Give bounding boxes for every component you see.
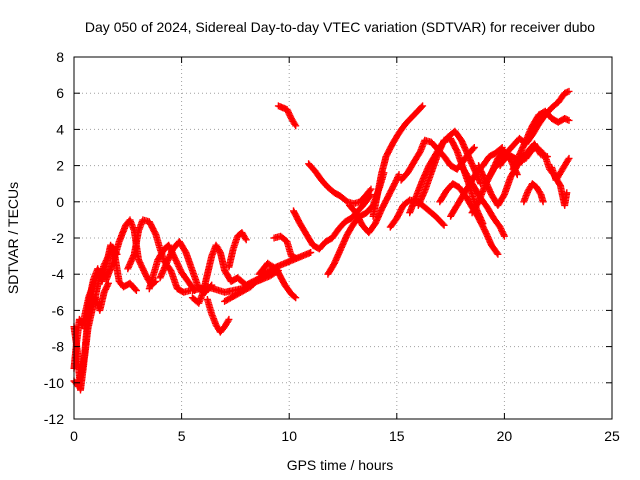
data-point [224,317,232,325]
data-point [470,144,478,151]
y-tick-label: 8 [56,49,64,65]
data-point [565,116,573,124]
x-tick-label: 15 [389,428,405,444]
data-point [307,249,315,256]
data-point [565,87,573,95]
x-tick-label: 5 [178,428,186,444]
data-point [104,279,112,287]
y-tick-label: -10 [44,375,64,391]
data-point [241,234,249,242]
y-tick-label: 4 [56,121,64,137]
data-point [494,250,502,258]
track-27 [457,162,508,240]
data-point [418,103,425,111]
y-tick-label: -2 [52,230,65,246]
data-point [292,294,300,302]
data-point [439,220,447,228]
data-point [104,281,112,289]
data-point [395,171,403,179]
x-axis-label: GPS time / hours [287,457,394,473]
track-17 [290,191,375,253]
y-tick-label: -4 [52,266,65,282]
y-tick-label: -6 [52,302,65,318]
data-point [367,185,375,193]
data-point [242,236,250,244]
track-15 [274,102,300,130]
x-tick-label: 20 [497,428,513,444]
data-point [419,102,427,110]
y-tick-label: 0 [56,194,64,210]
track-16 [270,232,300,262]
data-point [564,156,572,164]
x-tick-label: 0 [70,428,78,444]
x-tick-label: 10 [281,428,297,444]
track-26 [436,180,502,258]
track-35 [548,154,573,184]
axis-ticks [73,56,613,420]
data-point [493,249,501,257]
data-point [366,187,374,194]
track-32 [496,87,573,170]
y-tick-label: 6 [56,85,64,101]
track-10 [203,296,233,336]
data-point [563,189,571,197]
track-14 [255,259,300,302]
data-point [291,293,299,301]
data-point [152,277,160,285]
track-21 [369,102,427,220]
chart-title: Day 050 of 2024, Sidereal Day-to-day VTE… [85,19,595,35]
y-tick-label: 2 [56,158,64,174]
y-axis-label: SDTVAR / TECUs [5,182,21,294]
data-point [469,145,477,153]
data-point [394,172,402,180]
data-point [292,254,300,262]
data-point [440,221,448,229]
data-point [500,232,508,240]
y-tick-label: -12 [44,411,64,427]
tick-labels: 0 5 10 15 20 25 -12 -10 -8 -6 -4 -2 0 2 4 6 8 [44,49,620,444]
data-points [70,87,573,394]
data-point [565,154,573,162]
track-18 [305,160,375,208]
data-point [132,287,140,294]
track-34 [522,144,571,209]
y-tick-label: -8 [52,339,65,355]
x-tick-label: 25 [604,428,620,444]
track-36 [520,180,547,206]
data-point [498,144,506,151]
track-07 [145,241,198,294]
data-point [225,315,233,323]
track-04 [81,241,140,332]
data-point [539,198,547,206]
track-12 [225,229,250,271]
data-point [564,116,571,124]
track-33 [509,107,573,173]
data-point [131,285,139,293]
data-point [291,120,299,128]
data-point [292,122,300,130]
